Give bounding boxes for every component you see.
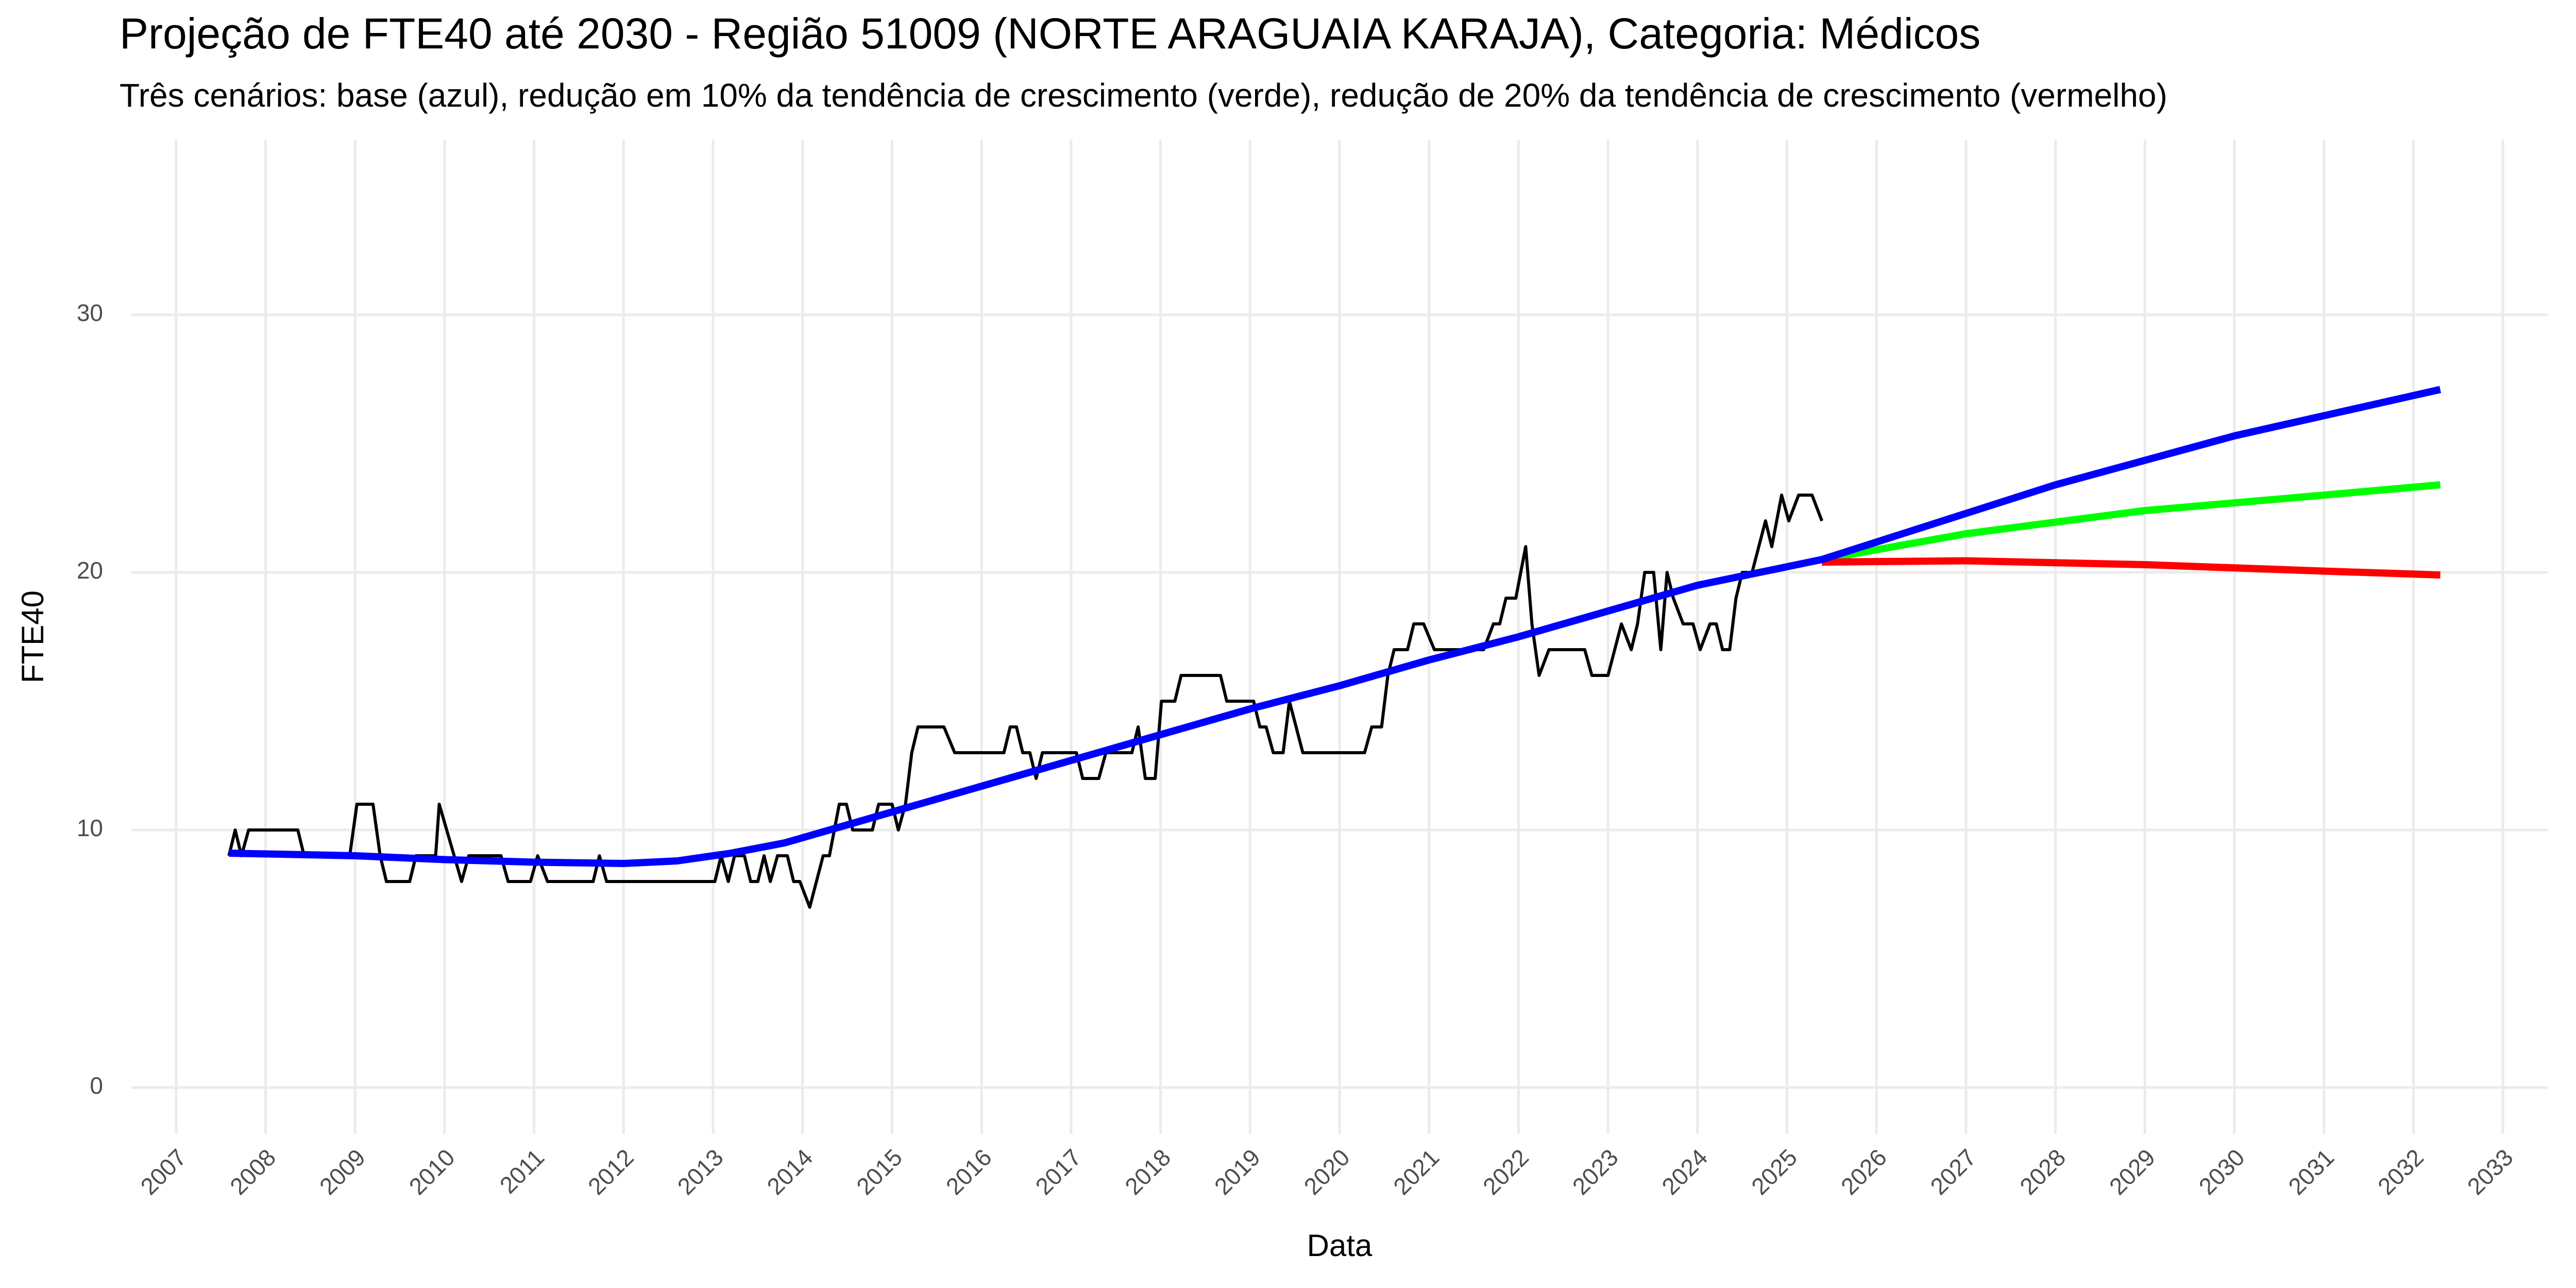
y-tick-label: 10 (77, 815, 103, 841)
series-line (1822, 557, 2441, 579)
series-line (1821, 481, 2441, 563)
series-line (229, 386, 2442, 867)
series-line (227, 494, 1824, 909)
y-tick-label: 30 (77, 299, 103, 326)
y-axis-label: FTE40 (15, 590, 50, 683)
y-tick-label: 20 (77, 557, 103, 584)
x-axis-label: Data (1307, 1228, 1372, 1263)
y-tick-label: 0 (90, 1072, 103, 1099)
chart-subtitle: Três cenários: base (azul), redução em 1… (120, 77, 2167, 114)
chart-title: Projeção de FTE40 até 2030 - Região 5100… (120, 9, 1980, 58)
